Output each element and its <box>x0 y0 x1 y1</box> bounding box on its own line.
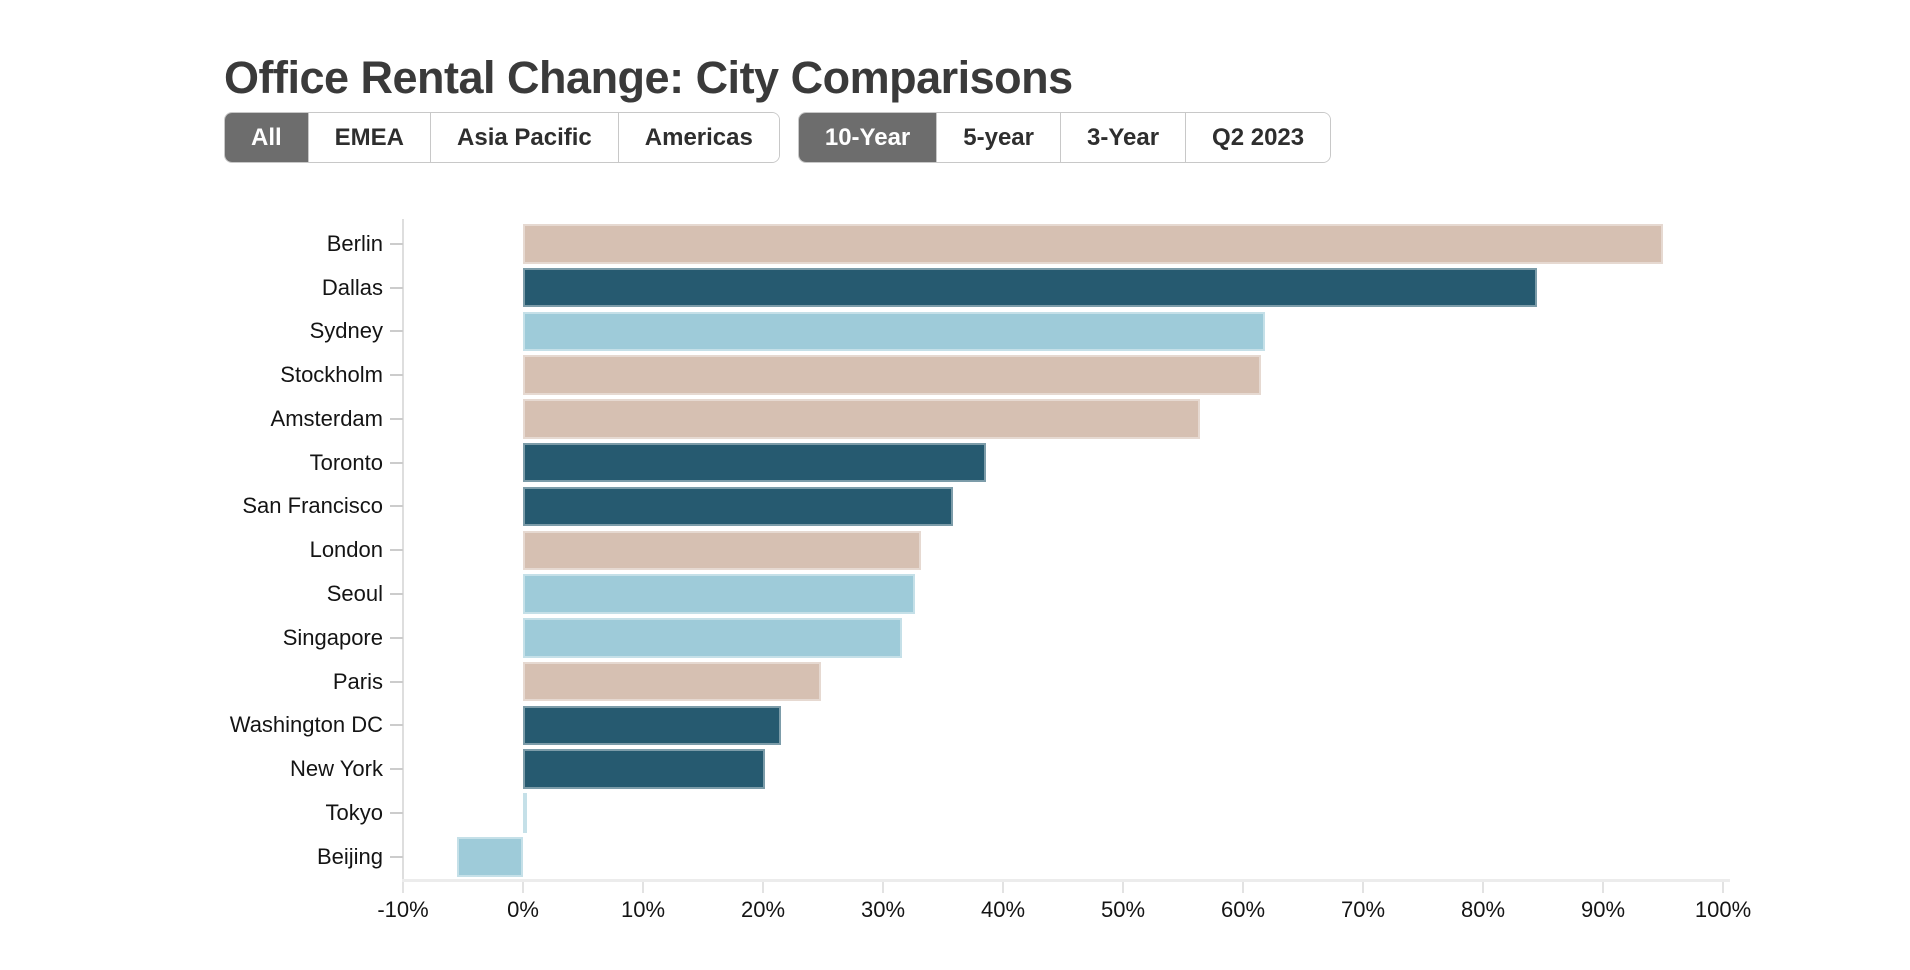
y-axis-tick <box>390 549 403 552</box>
y-axis-line <box>402 219 404 881</box>
x-axis-tick <box>882 882 884 893</box>
y-axis-tick <box>390 593 403 596</box>
period-filter-group: 10-Year 5-year 3-Year Q2 2023 <box>797 112 1332 163</box>
x-axis-label-20-: 20% <box>740 897 786 922</box>
category-label-berlin: Berlin <box>326 230 383 256</box>
y-axis-tick <box>390 417 403 420</box>
category-label-amsterdam: Amsterdam <box>270 405 383 431</box>
x-axis-tick <box>1362 882 1364 893</box>
x-axis-tick <box>1482 882 1484 893</box>
x-axis-label-40-: 40% <box>980 897 1026 922</box>
bar-paris <box>523 661 821 702</box>
x-axis-tick <box>1002 882 1004 893</box>
bar-toronto <box>523 442 987 483</box>
bar-san-francisco <box>523 486 953 527</box>
bar-singapore <box>523 618 903 658</box>
category-label-london: London <box>309 537 383 563</box>
y-axis-tick <box>390 812 403 815</box>
x-axis-tick <box>762 882 764 893</box>
y-axis-tick <box>390 461 403 464</box>
bar-amsterdam <box>523 399 1200 439</box>
filter-row: All EMEA Asia Pacific Americas 10-Year 5-yea… <box>224 112 1332 163</box>
y-axis-tick <box>390 505 403 508</box>
bar-seoul <box>523 574 916 614</box>
bar-stockholm <box>523 355 1261 395</box>
filter-period-5-year-button[interactable]: 5-year <box>937 113 1061 162</box>
y-axis-tick <box>390 680 403 683</box>
y-axis-tick <box>390 724 403 727</box>
bar-tokyo <box>523 793 527 833</box>
x-axis-label-90-: 90% <box>1580 897 1626 922</box>
category-label-dallas: Dallas <box>321 274 383 300</box>
filter-period-3-year-button[interactable]: 3-Year <box>1060 113 1187 162</box>
category-label-paris: Paris <box>332 668 383 694</box>
bar-berlin <box>523 224 1663 264</box>
y-axis-tick <box>390 855 403 858</box>
y-axis-tick <box>390 636 403 639</box>
x-axis-label-0-: 0% <box>507 897 539 922</box>
x-axis-label-50-: 50% <box>1100 897 1146 922</box>
category-label-washington-dc: Washington DC <box>229 712 383 738</box>
category-label-toronto: Toronto <box>309 449 383 475</box>
bar-dallas <box>523 267 1537 308</box>
x-axis-label-10-: 10% <box>620 897 666 922</box>
filter-region-all-button[interactable]: All <box>225 113 309 162</box>
bar-washington-dc <box>523 705 781 746</box>
category-label-beijing: Beijing <box>316 843 383 869</box>
category-label-sydney: Sydney <box>309 318 383 344</box>
y-axis-tick <box>390 330 403 333</box>
x-axis-tick <box>1122 882 1124 893</box>
filter-period-q2-2023-button[interactable]: Q2 2023 <box>1186 113 1331 162</box>
x-axis-label-30-: 30% <box>860 897 906 922</box>
category-label-stockholm: Stockholm <box>280 362 383 388</box>
x-axis-label-60-: 60% <box>1220 897 1266 922</box>
x-axis-tick <box>1242 882 1244 893</box>
x-axis-tick <box>1602 882 1604 893</box>
category-label-tokyo: Tokyo <box>325 800 383 826</box>
y-axis-tick <box>390 242 403 245</box>
bar-london <box>523 530 922 571</box>
x-axis-tick <box>522 882 524 893</box>
page-title: Office Rental Change: City Comparisons <box>224 52 1073 104</box>
x-axis-tick <box>642 882 644 893</box>
x-axis-label-100-: 100% <box>1694 897 1752 922</box>
x-axis-line <box>402 879 1730 882</box>
filter-region-americas-button[interactable]: Americas <box>618 113 779 162</box>
filter-region-emea-button[interactable]: EMEA <box>308 113 432 162</box>
bar-beijing <box>457 837 523 877</box>
category-label-san-francisco: San Francisco <box>242 493 383 519</box>
bar-sydney <box>523 311 1265 352</box>
x-axis-tick <box>402 882 404 893</box>
y-axis-tick <box>390 768 403 771</box>
category-label-singapore: Singapore <box>282 624 383 650</box>
x-axis-label-80-: 80% <box>1460 897 1506 922</box>
x-axis-label--10-: -10% <box>377 897 429 922</box>
filter-region-asia-pacific-button[interactable]: Asia Pacific <box>431 113 619 162</box>
region-filter-group: All EMEA Asia Pacific Americas <box>224 112 780 163</box>
y-axis-tick <box>390 374 403 377</box>
category-label-seoul: Seoul <box>326 581 383 607</box>
bar-new-york <box>523 749 766 789</box>
x-axis-tick <box>1722 882 1724 893</box>
x-axis-label-70-: 70% <box>1340 897 1386 922</box>
filter-period-10-year-button[interactable]: 10-Year <box>798 113 938 162</box>
y-axis-tick <box>390 286 403 289</box>
category-label-new-york: New York <box>290 756 383 782</box>
